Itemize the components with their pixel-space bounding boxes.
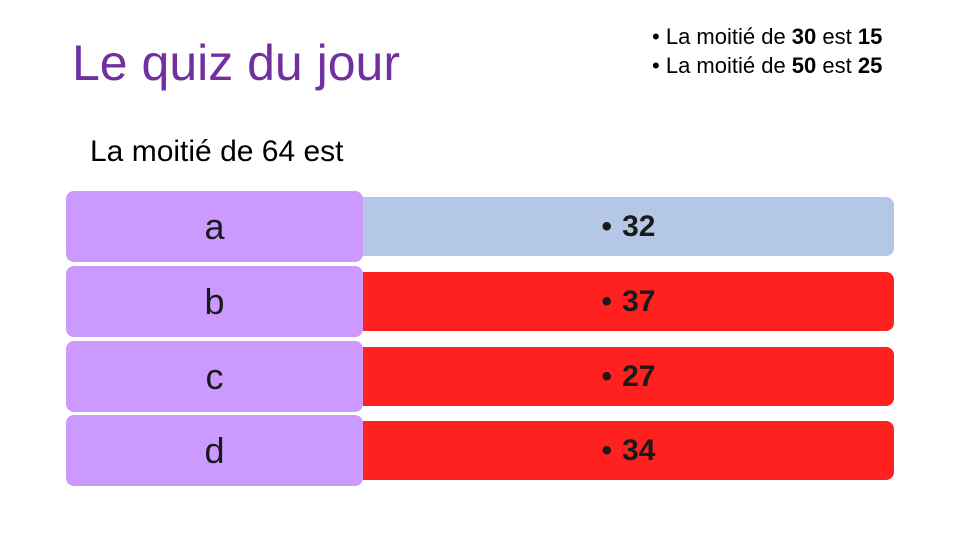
bullet-icon: • (601, 433, 613, 467)
page-title: Le quiz du jour (72, 35, 401, 91)
option-c-letter[interactable]: c (66, 341, 363, 412)
hint-mid: est (816, 24, 858, 49)
hint-number: 50 (791, 53, 817, 78)
option-a-answer[interactable]: • 32 (363, 197, 894, 256)
hints-list: • La moitié de 30 est 15 • La moitié de … (652, 22, 882, 80)
hint-prefix: La moitié de (665, 24, 792, 49)
option-a-letter[interactable]: a (66, 191, 363, 262)
bullet-icon: • (652, 24, 660, 49)
hint-item: • La moitié de 50 est 25 (652, 51, 882, 80)
hint-prefix: La moitié de (665, 53, 792, 78)
hint-number: 30 (791, 24, 817, 49)
hint-result: 15 (857, 24, 883, 49)
hint-item: • La moitié de 30 est 15 (652, 22, 882, 51)
bullet-icon: • (601, 284, 613, 318)
option-b-answer[interactable]: • 37 (363, 272, 894, 331)
option-d-answer[interactable]: • 34 (363, 421, 894, 480)
bullet-icon: • (601, 209, 613, 243)
answer-value: 37 (622, 284, 656, 318)
bullet-icon: • (652, 53, 660, 78)
option-b-letter[interactable]: b (66, 266, 363, 337)
option-c-answer[interactable]: • 27 (363, 347, 894, 406)
question-text: La moitié de 64 est (90, 135, 344, 168)
hint-mid: est (816, 53, 858, 78)
bullet-icon: • (601, 359, 613, 393)
answer-value: 32 (622, 209, 656, 243)
option-d-letter[interactable]: d (66, 415, 363, 486)
answer-value: 34 (622, 433, 656, 467)
answer-value: 27 (622, 359, 656, 393)
hint-result: 25 (857, 53, 883, 78)
